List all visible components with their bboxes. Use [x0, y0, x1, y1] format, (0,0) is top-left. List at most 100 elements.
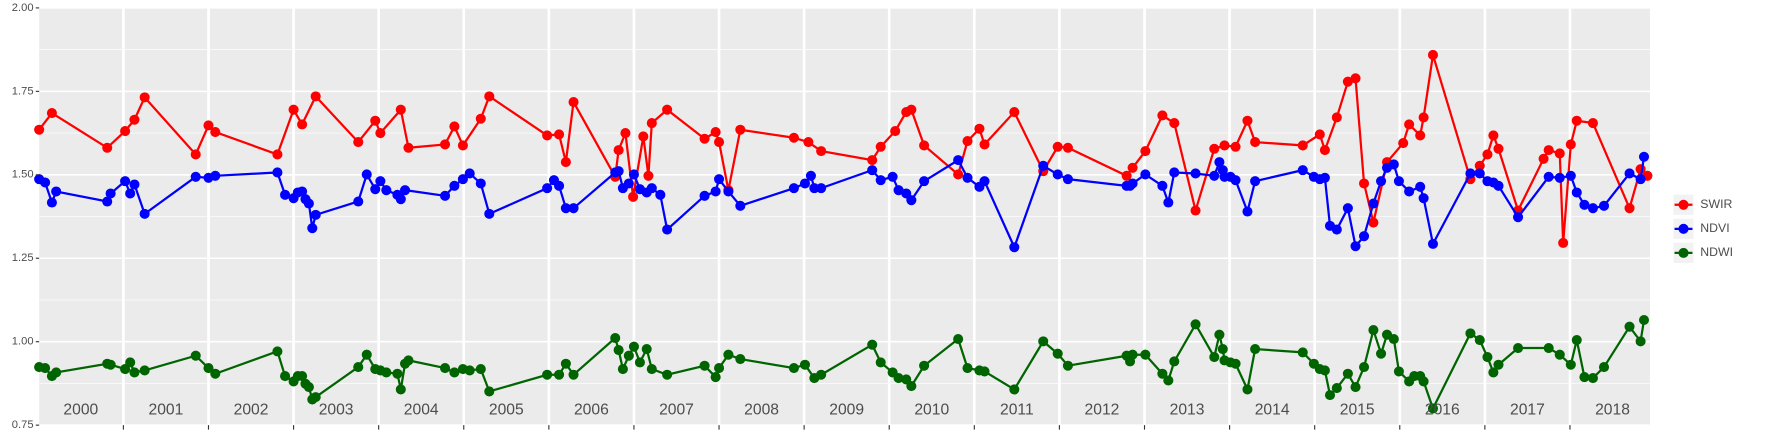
- data-point: [1342, 368, 1353, 379]
- data-point: [1427, 403, 1439, 414]
- data-point: [484, 208, 495, 219]
- y-tick-label: 1.50: [12, 169, 34, 181]
- data-point: [105, 359, 116, 370]
- year-label: 2015: [1340, 402, 1375, 419]
- data-point: [646, 183, 657, 194]
- data-point: [1121, 170, 1132, 181]
- series-line: [38, 54, 1649, 243]
- data-point: [560, 157, 571, 168]
- data-point: [735, 354, 746, 365]
- data-point: [395, 104, 406, 115]
- data-point: [190, 149, 201, 160]
- data-point: [1565, 359, 1576, 370]
- data-point: [788, 363, 799, 374]
- data-point: [628, 169, 639, 180]
- data-point: [1342, 203, 1353, 214]
- data-point: [297, 119, 308, 130]
- data-point: [484, 91, 495, 102]
- data-point: [646, 364, 657, 375]
- data-point: [105, 188, 116, 199]
- data-point: [190, 171, 201, 182]
- data-point: [392, 368, 403, 379]
- data-point: [1571, 334, 1582, 346]
- data-point: [803, 137, 814, 148]
- data-point: [893, 373, 904, 384]
- data-point: [1598, 200, 1610, 211]
- data-point: [1062, 142, 1073, 153]
- data-point: [1009, 107, 1020, 118]
- data-point: [464, 168, 475, 179]
- data-point: [190, 350, 201, 361]
- data-point: [40, 363, 51, 374]
- data-point: [1482, 352, 1493, 363]
- data-point: [1635, 336, 1646, 347]
- legend-marker: [1678, 247, 1689, 258]
- axes: 0.75 1.00 1.25 1.50 1.75 2.00 2000 2001 2002 2003…: [12, 2, 1630, 431]
- data-point: [805, 170, 816, 181]
- data-point: [381, 185, 392, 196]
- data-point: [1543, 145, 1554, 156]
- data-point: [699, 190, 710, 201]
- data-point: [203, 363, 214, 374]
- data-point: [554, 369, 565, 380]
- data-point: [46, 197, 57, 208]
- legend: SWIR NDVI NDWI: [1673, 194, 1733, 263]
- data-point: [816, 369, 827, 380]
- data-point: [1558, 237, 1569, 248]
- data-point: [979, 176, 990, 187]
- data-point: [1331, 112, 1342, 123]
- data-point: [542, 130, 553, 141]
- data-point: [1324, 390, 1336, 401]
- data-point: [714, 174, 725, 185]
- data-point: [395, 194, 406, 205]
- data-point: [1488, 130, 1499, 141]
- data-point: [974, 123, 985, 134]
- data-point: [1127, 178, 1138, 189]
- data-point: [1368, 217, 1379, 228]
- data-point: [1393, 366, 1404, 377]
- data-point: [353, 196, 364, 207]
- marks: [34, 49, 1653, 414]
- data-point: [1388, 333, 1399, 345]
- data-point: [613, 145, 624, 156]
- data-point: [449, 180, 460, 191]
- data-point: [1579, 372, 1590, 383]
- data-point: [1635, 174, 1646, 185]
- data-point: [1488, 367, 1499, 378]
- data-point: [662, 224, 673, 235]
- data-point: [613, 345, 624, 356]
- data-point: [210, 127, 221, 138]
- data-point: [1331, 383, 1342, 394]
- data-point: [906, 195, 917, 206]
- data-point: [1242, 384, 1253, 395]
- data-point: [788, 183, 799, 194]
- data-point: [962, 136, 973, 147]
- data-point: [272, 346, 283, 357]
- y-tick-label: 1.75: [12, 85, 34, 97]
- data-point: [1587, 373, 1598, 384]
- data-point: [1163, 375, 1174, 386]
- year-label: 2017: [1510, 402, 1545, 419]
- data-point: [51, 367, 62, 378]
- data-point: [449, 121, 460, 132]
- data-point: [1624, 321, 1635, 332]
- data-point: [129, 367, 140, 378]
- data-point: [1342, 76, 1353, 87]
- data-point: [129, 179, 140, 190]
- data-point: [953, 333, 964, 345]
- data-point: [1368, 324, 1379, 336]
- data-point: [210, 170, 221, 181]
- data-point: [799, 359, 811, 370]
- data-point: [628, 341, 639, 352]
- data-point: [1242, 206, 1253, 217]
- data-point: [1242, 115, 1253, 126]
- data-point: [475, 178, 486, 189]
- data-point: [400, 185, 411, 196]
- data-point: [1638, 314, 1650, 326]
- data-point: [1571, 187, 1582, 198]
- data-point: [1038, 160, 1049, 171]
- data-point: [623, 350, 634, 361]
- data-point: [735, 124, 746, 135]
- data-point: [1052, 169, 1063, 180]
- data-point: [51, 186, 62, 197]
